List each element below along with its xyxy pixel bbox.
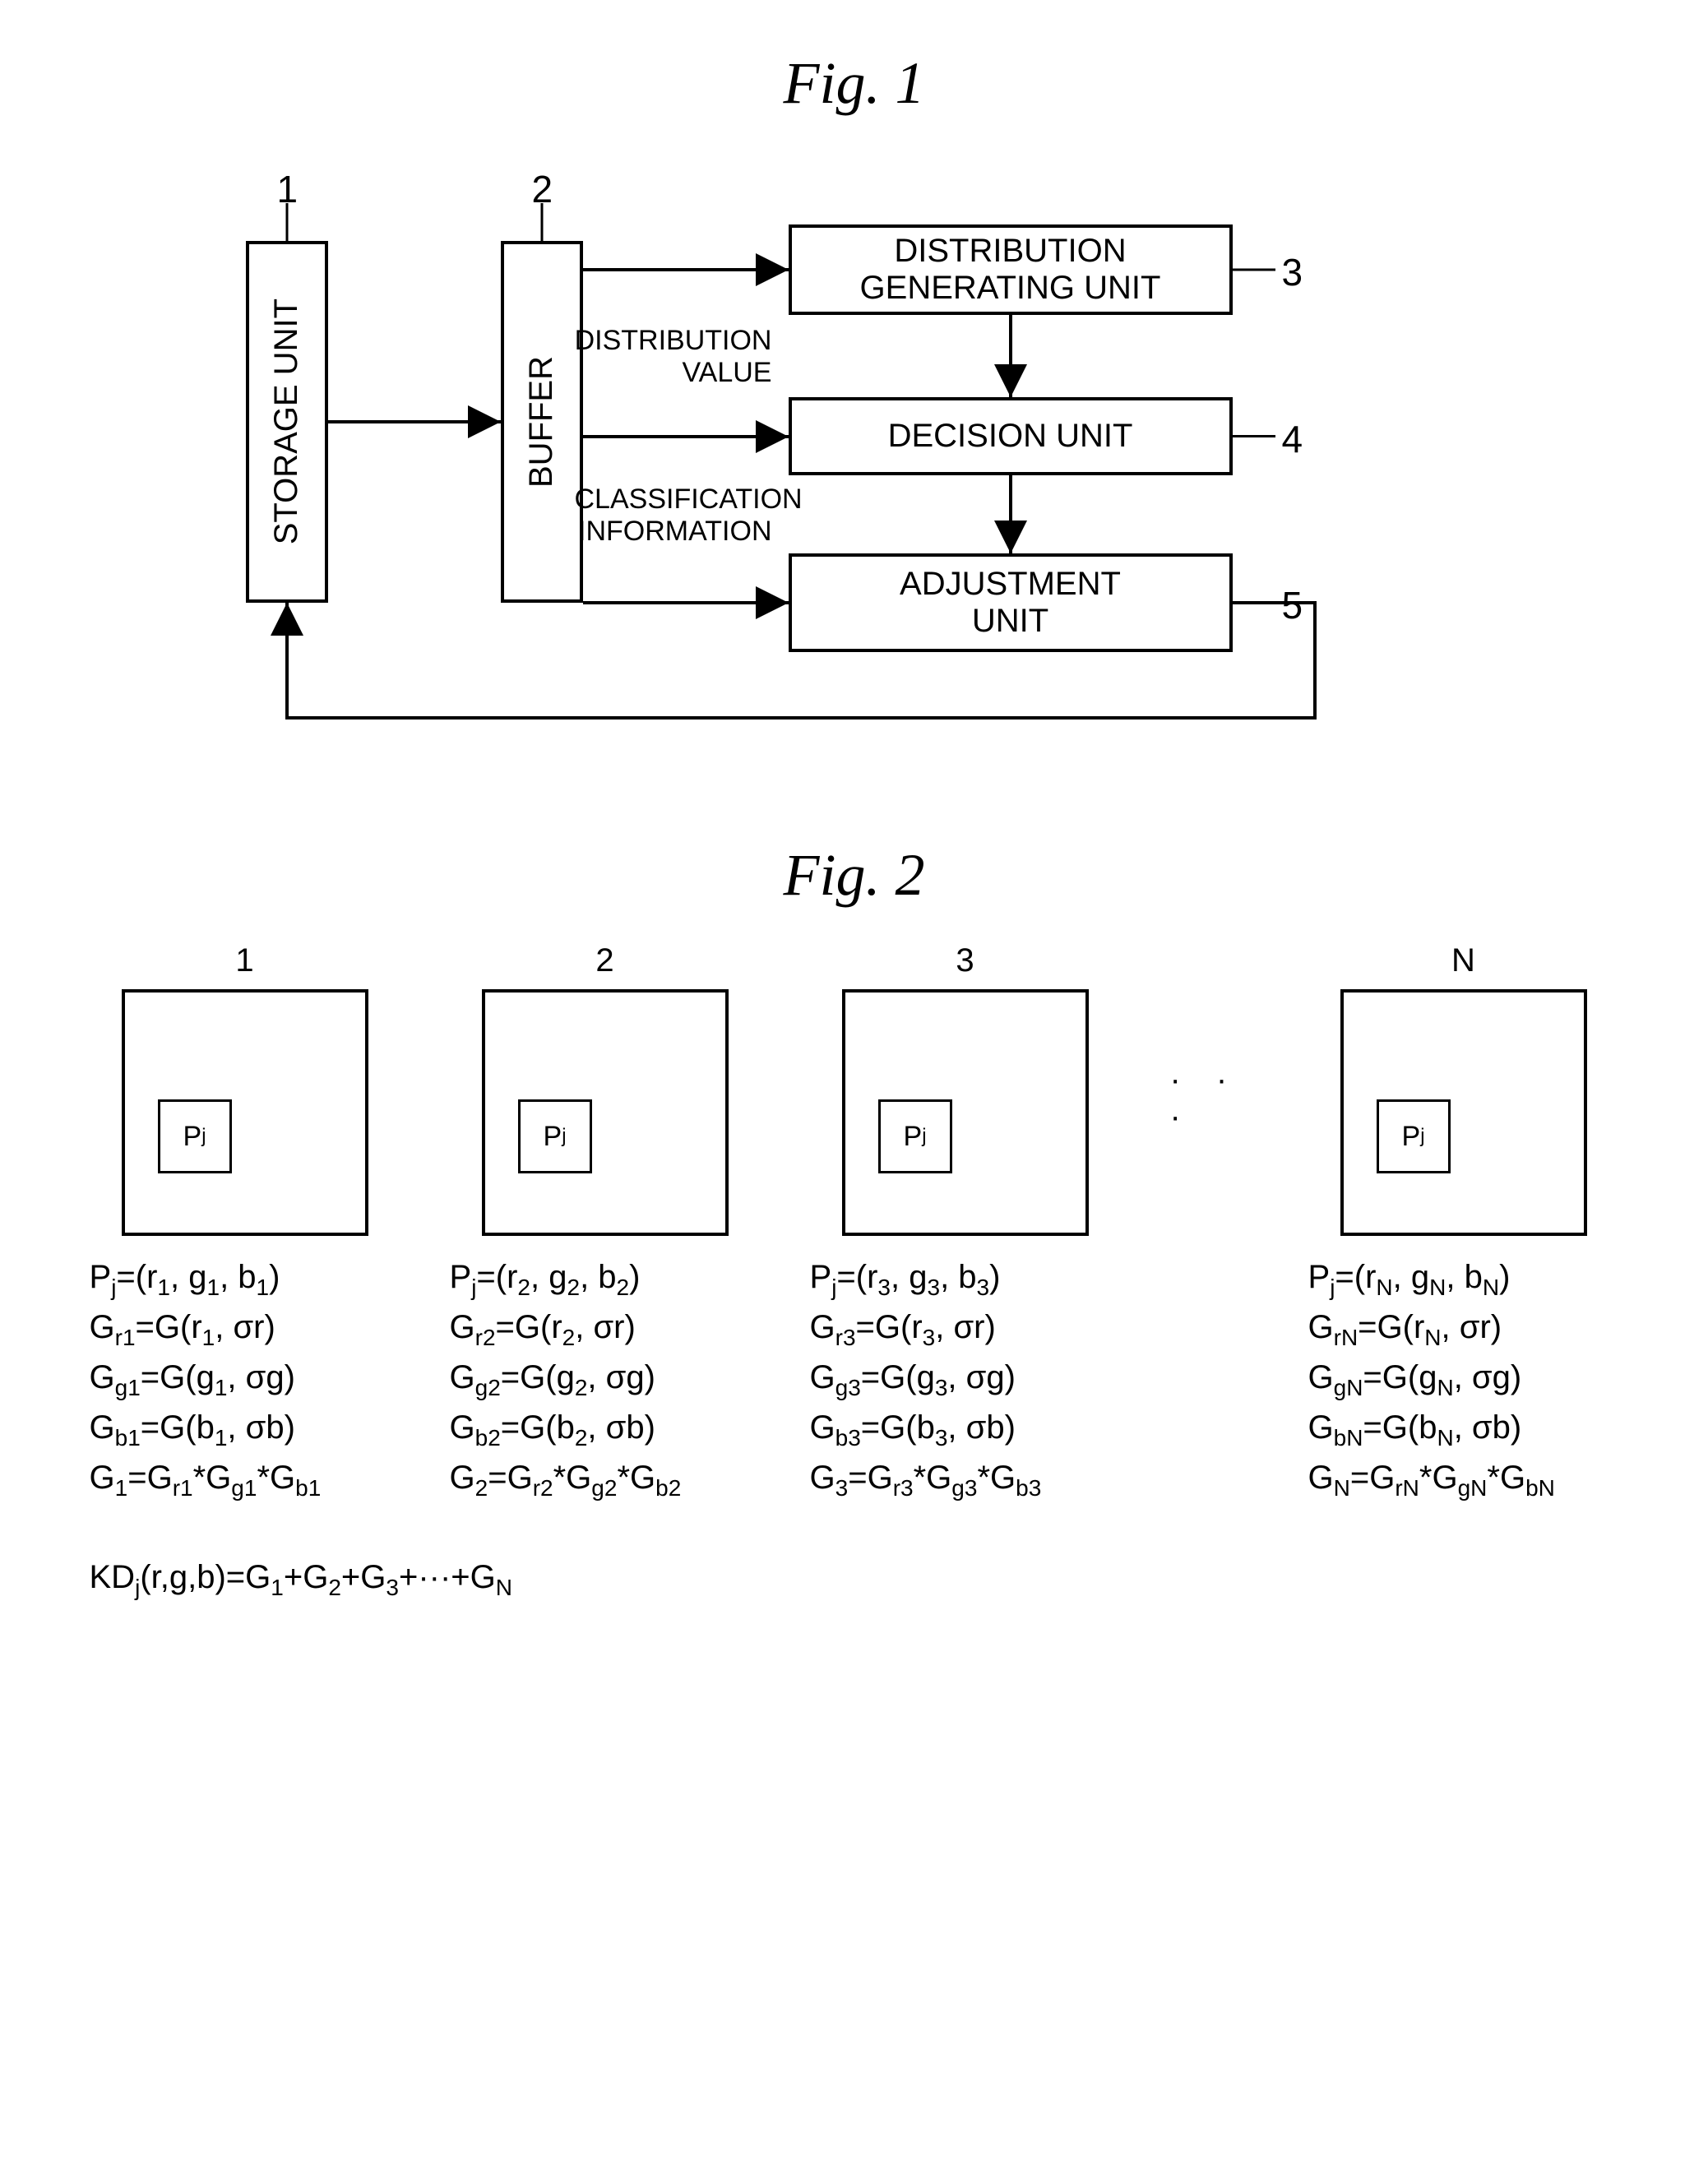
- fig1-diagram: STORAGE UNIT 1 BUFFER 2 DISTRIBUTION GENERAT…: [197, 150, 1512, 743]
- frame-pixel: Pj: [518, 1099, 592, 1173]
- frame-eq-4: G1=Gr1*Gg1*Gb1: [90, 1460, 400, 1502]
- frame-outer: Pj: [1340, 989, 1587, 1236]
- frame-eq-3: Gb3=G(b3, σb): [810, 1409, 1121, 1451]
- frame-eq-0: Pj=(r1, g1, b1): [90, 1259, 400, 1301]
- frame-header: 3: [810, 942, 1121, 979]
- fig1-title: Fig. 1: [33, 49, 1675, 118]
- frame-eq-1: Gr1=G(r1, σr): [90, 1309, 400, 1351]
- frame-outer: Pj: [122, 989, 368, 1236]
- ref-adjust: 5: [1282, 583, 1303, 627]
- fig2-frame-N: N Pj Pj=(rN, gN, bN) GrN=G(rN, σr) GgN=G(gN,…: [1308, 942, 1619, 1510]
- ref-distgen: 3: [1282, 250, 1303, 294]
- node-distgen-label: DISTRIBUTION GENERATING UNIT: [860, 233, 1161, 307]
- frame-pixel: Pj: [1377, 1099, 1451, 1173]
- frame-outer: Pj: [842, 989, 1089, 1236]
- fig2-final-eq: KDj(r,g,b)=G1+G2+G3+···+GN: [90, 1559, 1619, 1601]
- fig2-frames-row: 1 Pj Pj=(r1, g1, b1) Gr1=G(r1, σr) Gg1=G(g1,…: [90, 942, 1619, 1510]
- frame-pixel: Pj: [878, 1099, 952, 1173]
- frame-eq-0: Pj=(r3, g3, b3): [810, 1259, 1121, 1301]
- edge-label: CLASSIFICATION INFORMATION: [575, 484, 772, 548]
- frame-header: 1: [90, 942, 400, 979]
- frame-pixel: Pj: [158, 1099, 232, 1173]
- node-adjust-label: ADJUSTMENT UNIT: [900, 566, 1121, 640]
- node-storage-label: STORAGE UNIT: [268, 298, 305, 544]
- ref-storage: 1: [277, 167, 299, 211]
- frame-eq-2: Gg2=G(g2, σg): [450, 1359, 761, 1401]
- node-storage: STORAGE UNIT: [246, 241, 328, 603]
- fig2-title: Fig. 2: [33, 841, 1675, 909]
- node-decision-label: DECISION UNIT: [888, 418, 1133, 455]
- fig2-frame-2: 2 Pj Pj=(r2, g2, b2) Gr2=G(r2, σr) Gg2=G(g2,…: [450, 942, 761, 1510]
- frame-eq-4: G2=Gr2*Gg2*Gb2: [450, 1460, 761, 1502]
- fig2-frame-3: 3 Pj Pj=(r3, g3, b3) Gr3=G(r3, σr) Gg3=G(g3,…: [810, 942, 1121, 1510]
- frame-eq-1: Gr3=G(r3, σr): [810, 1309, 1121, 1351]
- frame-eq-1: Gr2=G(r2, σr): [450, 1309, 761, 1351]
- frame-eq-2: Gg3=G(g3, σg): [810, 1359, 1121, 1401]
- frame-eq-0: Pj=(r2, g2, b2): [450, 1259, 761, 1301]
- frame-eq-2: GgN=G(gN, σg): [1308, 1359, 1619, 1401]
- frame-eq-3: Gb1=G(b1, σb): [90, 1409, 400, 1451]
- fig2-diagram: 1 Pj Pj=(r1, g1, b1) Gr1=G(r1, σr) Gg1=G(g1,…: [90, 942, 1619, 1601]
- frame-outer: Pj: [482, 989, 729, 1236]
- edge-label: DISTRIBUTION VALUE: [575, 325, 772, 389]
- node-distgen: DISTRIBUTION GENERATING UNIT: [789, 224, 1233, 315]
- frame-eq-0: Pj=(rN, gN, bN): [1308, 1259, 1619, 1301]
- node-buffer: BUFFER: [501, 241, 583, 603]
- frame-header: 2: [450, 942, 761, 979]
- fig2-continuation-dots: · · ·: [1170, 975, 1259, 1222]
- frame-header: N: [1308, 942, 1619, 979]
- frame-eq-4: GN=GrN*GgN*GbN: [1308, 1460, 1619, 1502]
- frame-eq-3: Gb2=G(b2, σb): [450, 1409, 761, 1451]
- node-decision: DECISION UNIT: [789, 397, 1233, 475]
- frame-eq-4: G3=Gr3*Gg3*Gb3: [810, 1460, 1121, 1502]
- frame-eq-3: GbN=G(bN, σb): [1308, 1409, 1619, 1451]
- ref-buffer: 2: [532, 167, 553, 211]
- fig2-frame-1: 1 Pj Pj=(r1, g1, b1) Gr1=G(r1, σr) Gg1=G(g1,…: [90, 942, 400, 1510]
- frame-eq-1: GrN=G(rN, σr): [1308, 1309, 1619, 1351]
- node-adjust: ADJUSTMENT UNIT: [789, 553, 1233, 652]
- ref-decision: 4: [1282, 417, 1303, 461]
- frame-eq-2: Gg1=G(g1, σg): [90, 1359, 400, 1401]
- node-buffer-label: BUFFER: [523, 356, 560, 488]
